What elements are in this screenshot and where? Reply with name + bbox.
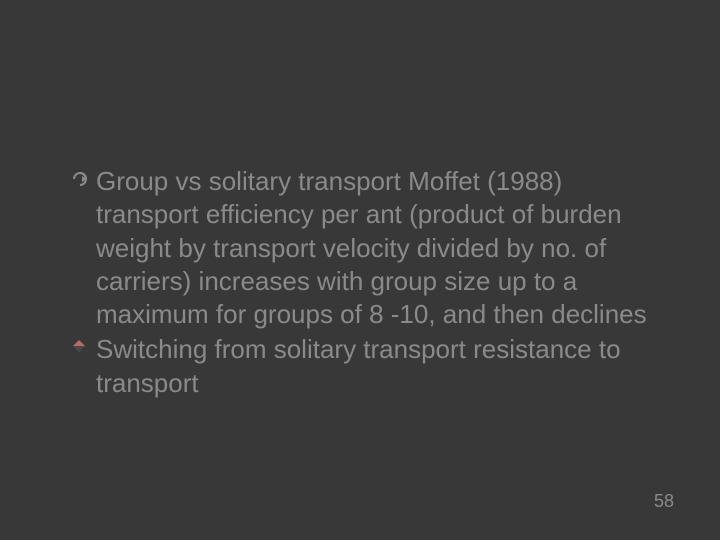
bullet-text: Group vs solitary transport Moffet (1988… [96, 165, 668, 331]
bullet-text: Switching from solitary transport resist… [96, 333, 668, 400]
diamond-icon [72, 339, 96, 353]
curved-arrow-right-icon [72, 171, 96, 187]
slide-content: Group vs solitary transport Moffet (1988… [72, 165, 668, 400]
bullet-item: Switching from solitary transport resist… [72, 333, 668, 400]
page-number: 58 [654, 491, 674, 512]
slide: Group vs solitary transport Moffet (1988… [0, 0, 720, 540]
bullet-item: Group vs solitary transport Moffet (1988… [72, 165, 668, 331]
